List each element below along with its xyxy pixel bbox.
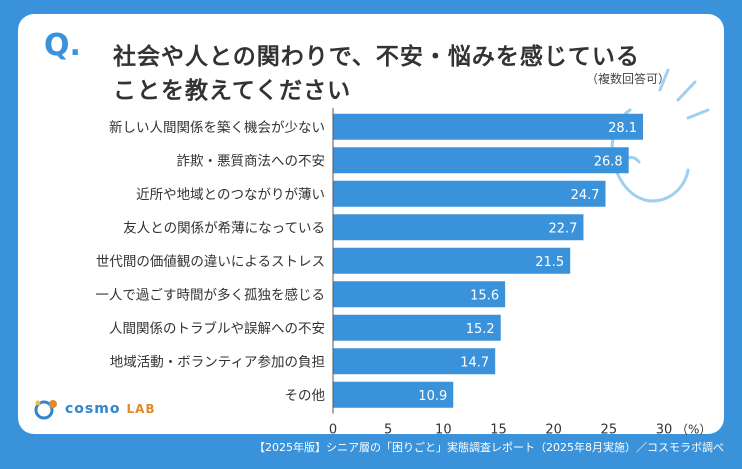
category-label: 新しい人間関係を築く機会が少ない <box>109 120 325 136</box>
x-tick-label: 30 <box>656 423 673 438</box>
category-label: 近所や地域とのつながりが薄い <box>136 187 325 203</box>
title-line-1: 社会や人との関わりで、不安・悩みを感じている <box>113 44 640 70</box>
x-tick-label: 25 <box>601 423 618 438</box>
bar <box>333 214 584 241</box>
chart-title: 社会や人との関わりで、不安・悩みを感じている ことを教えてください <box>113 40 693 108</box>
bar <box>333 281 506 308</box>
x-tick-label: 15 <box>490 423 507 438</box>
data-label: 15.6 <box>470 288 499 303</box>
category-label: 友人との関係が希薄になっている <box>123 220 325 236</box>
data-label: 21.5 <box>535 255 564 270</box>
data-label: 24.7 <box>571 188 600 203</box>
bar <box>333 381 454 408</box>
category-label: 地域活動・ボランティア参加の負担 <box>110 353 325 370</box>
bar <box>333 147 629 174</box>
data-label: 28.1 <box>608 121 637 136</box>
brand-logo: cosmo LAB <box>33 398 156 420</box>
bar <box>333 348 496 375</box>
bar <box>333 113 644 140</box>
x-tick-label: 5 <box>384 423 392 438</box>
category-label: 一人で過ごす時間が多く孤独を感じる <box>95 286 325 303</box>
x-tick-label: 10 <box>435 423 452 438</box>
source-footer: 【2025年版】シニア層の「困りごと」実態調査レポート（2025年8月実施）／コ… <box>254 441 724 454</box>
data-label: 10.9 <box>418 389 447 404</box>
x-tick-label: 0 <box>329 423 337 438</box>
bar <box>333 314 501 341</box>
question-mark-label: Q. <box>44 28 81 63</box>
x-tick-label: 20 <box>545 423 562 438</box>
bar <box>333 247 571 274</box>
logo-icon <box>34 400 57 420</box>
logo-text: cosmo <box>65 401 121 417</box>
category-label: 人間関係のトラブルや誤解への不安 <box>109 320 325 337</box>
logo-subtext: LAB <box>126 402 156 416</box>
data-label: 26.8 <box>594 154 623 169</box>
bar <box>333 180 606 207</box>
category-label: 世代間の価値観の違いによるストレス <box>96 253 325 270</box>
category-label: 詐欺・悪質商法への不安 <box>177 153 326 169</box>
x-unit-label: （%） <box>676 423 711 437</box>
data-label: 22.7 <box>549 221 578 236</box>
data-label: 15.2 <box>466 322 495 337</box>
data-label: 14.7 <box>460 355 489 370</box>
title-line-2: ことを教えてください <box>113 78 352 104</box>
multiple-answer-note: （複数回答可） <box>586 72 671 86</box>
category-label: その他 <box>285 388 326 404</box>
